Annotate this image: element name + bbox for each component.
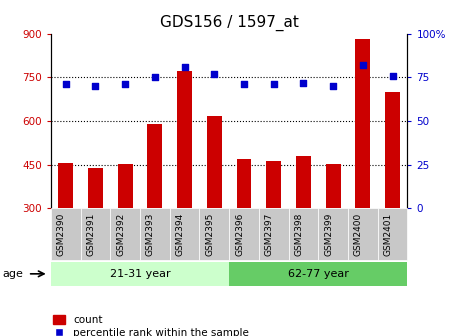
Bar	[296, 157, 311, 208]
Point	[211, 71, 218, 77]
Bar	[266, 161, 281, 208]
Text: GSM2392: GSM2392	[116, 213, 125, 256]
Point	[300, 80, 307, 85]
Text: GSM2393: GSM2393	[146, 213, 155, 256]
Bar	[58, 163, 73, 208]
Point	[62, 82, 69, 87]
Bar	[177, 72, 192, 208]
Bar	[118, 164, 132, 208]
Text: GSM2397: GSM2397	[265, 213, 274, 256]
Point	[151, 75, 159, 80]
Text: GSM2394: GSM2394	[175, 213, 185, 256]
Bar	[326, 164, 341, 208]
Text: age: age	[2, 269, 23, 279]
Point	[92, 83, 99, 89]
Bar	[207, 116, 222, 208]
Text: GSM2395: GSM2395	[205, 213, 214, 256]
Text: GSM2399: GSM2399	[324, 213, 333, 256]
Bar	[237, 159, 251, 208]
Bar	[356, 39, 370, 208]
Bar	[385, 92, 400, 208]
Text: GSM2398: GSM2398	[294, 213, 303, 256]
Title: GDS156 / 1597_at: GDS156 / 1597_at	[160, 15, 299, 31]
Bar	[88, 168, 103, 208]
Text: GSM2401: GSM2401	[383, 213, 393, 256]
Point	[359, 62, 367, 68]
Text: GSM2396: GSM2396	[235, 213, 244, 256]
Point	[270, 82, 277, 87]
Text: 62-77 year: 62-77 year	[288, 269, 349, 279]
Text: GSM2400: GSM2400	[354, 213, 363, 256]
Point	[121, 82, 129, 87]
Text: GSM2390: GSM2390	[57, 213, 66, 256]
Point	[240, 82, 248, 87]
Legend: count, percentile rank within the sample: count, percentile rank within the sample	[53, 315, 249, 336]
Point	[181, 64, 188, 70]
Text: GSM2391: GSM2391	[87, 213, 95, 256]
Point	[330, 83, 337, 89]
Bar	[148, 124, 163, 208]
Point	[389, 73, 396, 78]
Text: 21-31 year: 21-31 year	[110, 269, 170, 279]
